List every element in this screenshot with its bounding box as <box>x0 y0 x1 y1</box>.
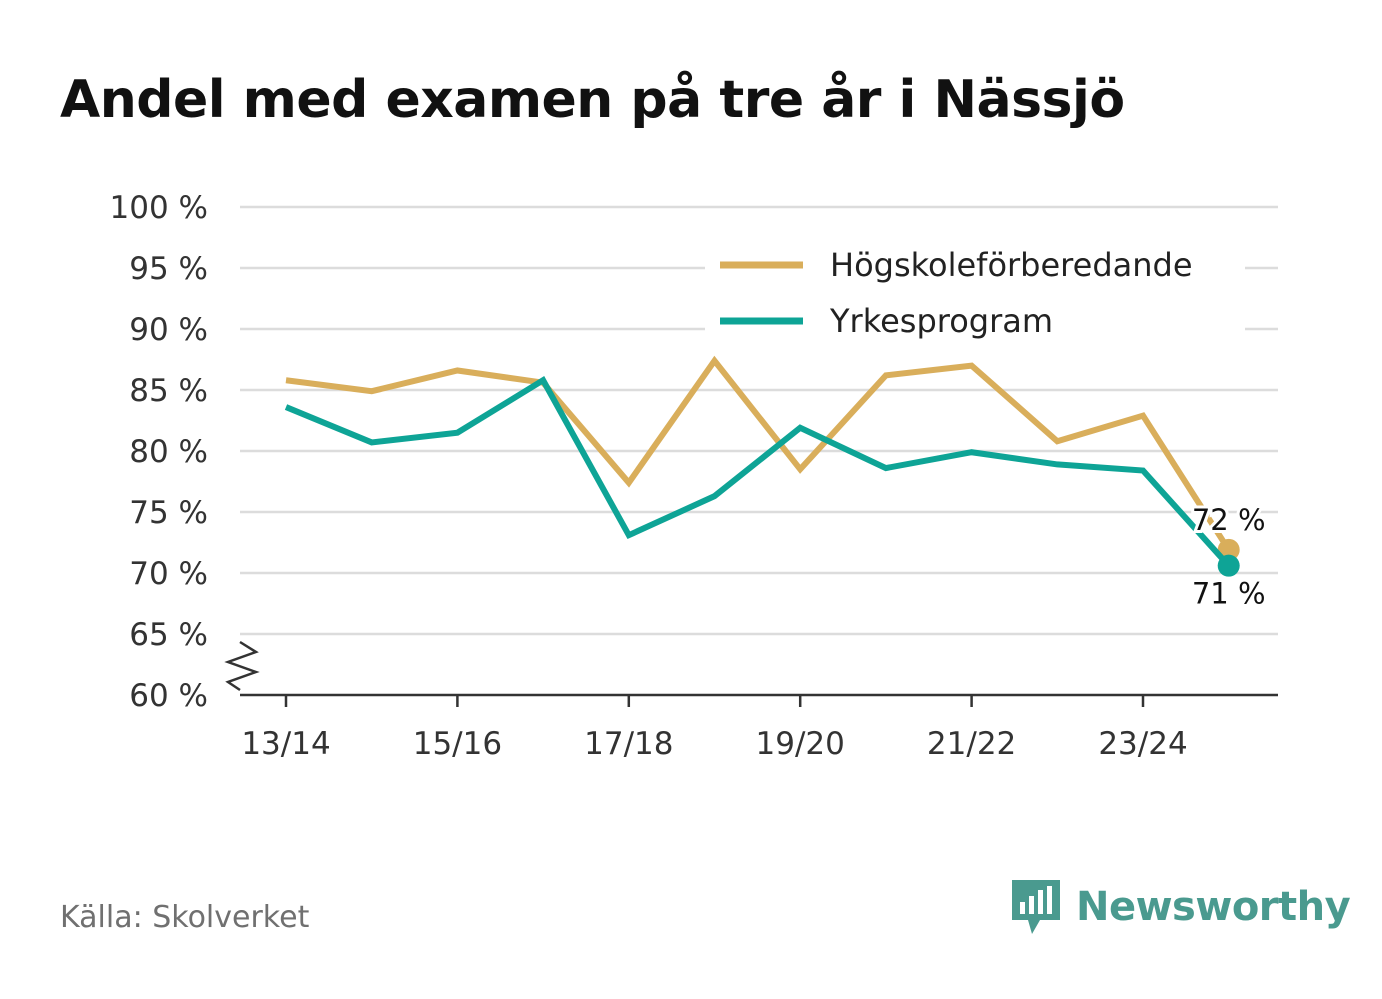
y-tick-label: 90 % <box>129 312 208 348</box>
y-tick-label: 95 % <box>129 251 208 287</box>
y-tick-label: 70 % <box>129 556 208 592</box>
x-tick-label: 15/16 <box>413 726 502 762</box>
end-value-label: 72 % <box>1192 503 1266 537</box>
end-value-label: 71 % <box>1192 577 1266 611</box>
x-tick-label: 17/18 <box>584 726 673 762</box>
x-tick-label: 13/14 <box>241 726 330 762</box>
x-tick-label: 21/22 <box>927 726 1016 762</box>
line-chart: 60 % 65 % 70 % 75 % 80 % 85 % 90 % 95 % 100 % 13… <box>110 190 1278 762</box>
y-tick-label: 65 % <box>129 617 208 653</box>
brand-logo[interactable]: Newsworthy <box>1010 876 1351 938</box>
legend-label: Yrkesprogram <box>829 302 1053 340</box>
x-axis <box>224 640 1278 697</box>
axis-break-icon <box>224 640 260 692</box>
brand-name: Newsworthy <box>1076 884 1351 930</box>
series-line-hogskoleforberedande <box>285 355 1232 552</box>
legend-background <box>705 240 1245 350</box>
y-tick-label: 75 % <box>129 495 208 531</box>
x-axis-ticks: 13/14 15/16 17/18 19/20 21/22 23/24 <box>241 695 1188 762</box>
x-tick-label: 23/24 <box>1098 726 1187 762</box>
end-labels: 72 % 71 % <box>1189 500 1269 614</box>
end-point-marker <box>1217 554 1240 577</box>
source-text: Källa: Skolverket <box>60 900 310 935</box>
y-tick-label: 85 % <box>129 373 208 409</box>
y-axis-ticks: 60 % 65 % 70 % 75 % 80 % 85 % 90 % 95 % 100 % <box>110 190 208 714</box>
legend: Högskoleförberedande Yrkesprogram <box>705 240 1245 350</box>
series-lines <box>284 355 1240 577</box>
series-line-yrkesprogram <box>284 376 1231 568</box>
legend-label: Högskoleförberedande <box>830 246 1193 284</box>
y-tick-label: 100 % <box>110 190 208 226</box>
x-tick-label: 19/20 <box>756 726 845 762</box>
newsworthy-logo-icon <box>1012 880 1060 934</box>
chart-title: Andel med examen på tre år i Nässjö <box>60 70 1125 130</box>
y-tick-label: 60 % <box>129 678 208 714</box>
y-tick-label: 80 % <box>129 434 208 470</box>
